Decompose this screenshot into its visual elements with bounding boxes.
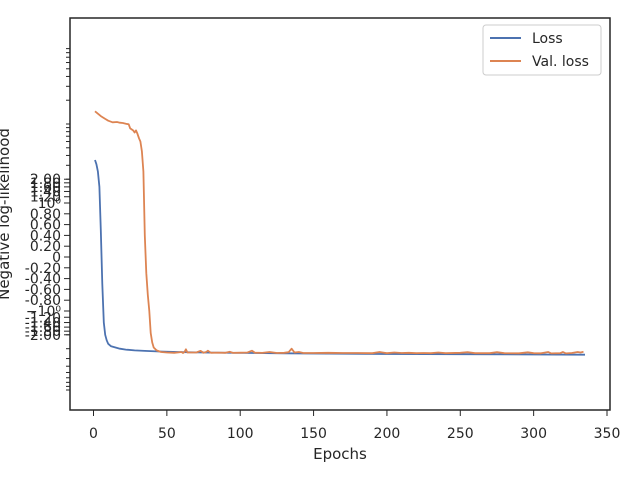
y-tick-label: -1.60	[25, 320, 61, 336]
y-tick-label: 0.40	[30, 228, 61, 244]
x-tick-label: 300	[520, 426, 547, 442]
legend-label-loss: Loss	[532, 31, 563, 47]
x-axis-ticks: 0 50 100 150 200 250 300 350	[89, 410, 620, 442]
series-lines	[94, 110, 586, 356]
x-tick-label: 150	[300, 426, 327, 442]
y-tick-label: -0.60	[25, 282, 61, 298]
x-tick-label: 100	[227, 426, 254, 442]
y-tick-label: 0.60	[30, 218, 61, 234]
y-tick-label: -0.40	[25, 272, 61, 288]
y-tick-label: 1.60	[30, 180, 61, 196]
y-tick-label: -2.00	[25, 328, 61, 344]
legend-label-val-loss: Val. loss	[532, 54, 589, 70]
y-tick-label: -0.20	[25, 261, 61, 277]
y-tick-label: -1.20	[25, 310, 61, 326]
x-tick-label: 200	[374, 426, 401, 442]
y-tick-label: 0.20	[30, 239, 61, 255]
y-tick-label: -1.40	[25, 316, 61, 332]
y-tick-label: −10⁰	[26, 304, 62, 320]
y-tick-label: 10⁰	[38, 196, 62, 212]
y-tick-label: 1.80	[30, 176, 61, 192]
y-tick-label: 0.80	[30, 207, 61, 223]
y-tick-label: 1.40	[30, 184, 61, 200]
series-line-val-loss	[94, 110, 584, 355]
y-tick-label: 2.00	[30, 172, 61, 188]
legend: Loss Val. loss	[482, 24, 602, 76]
x-tick-label: 0	[89, 426, 98, 442]
y-axis-ticks: 2.001.801.601.401.2010⁰0.800.600.400.200…	[25, 48, 70, 391]
x-axis-label: Epochs	[313, 445, 367, 463]
x-tick-label: 350	[594, 426, 621, 442]
y-tick-label: -0.80	[25, 293, 61, 309]
y-tick-label: 1.20	[30, 190, 61, 206]
x-tick-label: 50	[158, 426, 176, 442]
y-tick-label: 0	[52, 250, 61, 266]
y-tick-label: -1.80	[25, 324, 61, 340]
x-tick-label: 250	[447, 426, 474, 442]
plot-area-frame	[69, 17, 611, 411]
y-axis-label: Negative log-likelihood	[0, 128, 13, 300]
